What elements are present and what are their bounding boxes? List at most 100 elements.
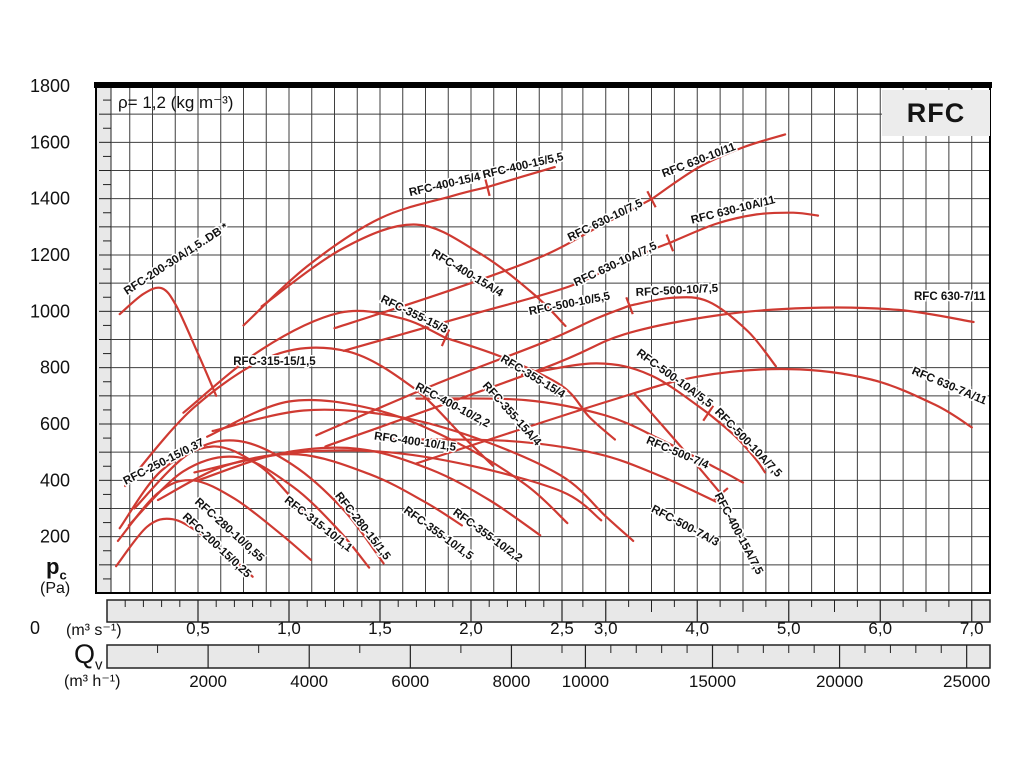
curve-rfc-200-30a-1-5-db <box>118 286 218 397</box>
curve-rfc-280-15-1-5 <box>133 439 385 565</box>
curve-rfc-400-10-2-2 <box>211 408 635 542</box>
curve-rfc-250-15-0-37 <box>118 445 316 530</box>
curve-label-rfc-355-15-4: RFC-355-15/4 <box>498 353 567 401</box>
h-tick-label: 20000 <box>816 672 863 691</box>
curve-label-rfc-500-7-4: RFC-500-7/4 <box>644 435 710 472</box>
x-ruler-band-m3s <box>106 599 991 623</box>
y-ruler-ticks <box>99 99 111 580</box>
curve-rfc-400-15a-7-5 <box>633 393 723 495</box>
curve-label-rfc-200-30a-1-5-db: RFC-200-30A/1,5..DB * <box>122 221 231 297</box>
y-tick-labels: 1800 1600 1400 1200 1000 800 600 400 200 <box>30 76 70 547</box>
curve-rfc-500-10a-7-5 <box>707 412 767 474</box>
s-tick-label: 0,5 <box>186 619 210 638</box>
curve-label-rfc-500-7a-3: RFC-500-7A/3 <box>649 503 721 549</box>
badge-text: RFC <box>906 97 966 128</box>
s-tick-label: 4,0 <box>685 619 709 638</box>
curve-rfc-400-15-4 <box>242 186 489 327</box>
x-axis-unit-m3s: (m³ s⁻¹) <box>66 622 122 639</box>
h-tick-label: 15000 <box>689 672 736 691</box>
curve-rfc-400-15-5-5 <box>486 166 556 189</box>
y-tick-label: 1600 <box>30 132 70 152</box>
curve-labels: RFC-200-30A/1,5..DB *RFC-400-15/4RFC-400… <box>120 139 990 582</box>
limit-tick-rfc-630-10-7-5 <box>646 190 657 208</box>
s-tick-label: 3,0 <box>594 619 618 638</box>
density-annotation: ρ= 1,2 (kg m⁻³) <box>118 93 234 112</box>
h-tick-label: 4000 <box>290 672 328 691</box>
curve-rfc-630-7-11 <box>324 306 975 448</box>
curve-rfc-630-10a-11 <box>668 211 820 244</box>
y-tick-label: 1200 <box>30 245 70 265</box>
curve-label-rfc-500-10a-7-5: RFC-500-10A/7,5 <box>712 406 784 480</box>
limit-tick-rfc-400-15a-7-5 <box>713 487 729 501</box>
curve-rfc-315-15-1-5 <box>124 346 494 488</box>
curve-label-rfc-280-15-1-5: RFC-280-15/1,5 <box>332 490 393 563</box>
limit-tick-rfc-500-10a-5-5 <box>702 405 715 422</box>
s-tick-label: 1,0 <box>277 619 301 638</box>
curve-label-rfc-630-10-11: RFC 630-10/11 <box>660 141 738 180</box>
x-axis-unit-m3h: (m³ h⁻¹) <box>64 673 121 690</box>
curve-label-rfc-500-10-7-5: RFC-500-10/7,5 <box>635 283 719 299</box>
curve-label-rfc-630-7a-11: RFC 630-7A/11 <box>910 365 989 408</box>
curves <box>115 133 975 578</box>
s-tick-label: 2,5 <box>550 619 574 638</box>
curve-rfc-355-15-4 <box>444 336 616 441</box>
y-axis-zero: 0 <box>30 618 41 638</box>
curve-rfc-355-10-1-5 <box>156 453 463 527</box>
y-tick-label: 200 <box>40 527 70 547</box>
limit-tick-rfc-400-15-4 <box>484 178 491 197</box>
curve-rfc-630-10-7-5 <box>333 198 653 330</box>
curve-rfc-630-10a-7-5 <box>342 241 671 352</box>
ruler-bands <box>95 85 991 669</box>
s-tick-label: 6,0 <box>868 619 892 638</box>
limit-tick-rfc-630-10a-7-5 <box>665 234 675 252</box>
curve-rfc-500-7a-3 <box>388 438 717 503</box>
grid <box>111 86 990 593</box>
y-tick-label: 400 <box>40 470 70 490</box>
curve-rfc-500-7-4 <box>415 397 745 484</box>
x-ruler-m3s-ticks: 0,5 1,0 1,5 2,0 2,5 3,0 4,0 5,0 6,0 7,0 <box>124 600 984 638</box>
x-axis-symbol-qv: Qv <box>74 639 103 674</box>
s-tick-label: 2,0 <box>459 619 483 638</box>
curve-rfc-355-15-3 <box>182 309 447 414</box>
curve-rfc-355-10-2-2 <box>196 446 542 537</box>
h-tick-label: 2000 <box>189 672 227 691</box>
s-tick-label: 5,0 <box>777 619 801 638</box>
curve-rfc-630-7a-11 <box>415 367 973 465</box>
top-thick-border <box>94 82 992 88</box>
curve-rfc-630-10-11 <box>650 133 787 201</box>
y-tick-label: 1400 <box>30 189 70 209</box>
model-series-badge: RFC <box>882 90 990 136</box>
curve-label-rfc-315-15-1-5: RFC-315-15/1,5 <box>233 356 316 368</box>
h-tick-label: 10000 <box>562 672 609 691</box>
x-ruler-band-m3h <box>106 644 991 669</box>
limit-tick-rfc-355-15-3 <box>440 329 451 347</box>
curve-rfc-280-10-0-55 <box>116 479 312 561</box>
curve-label-rfc-400-10-1-5: RFC-400-10/1,5 <box>373 430 457 453</box>
s-tick-label: 1,5 <box>368 619 392 638</box>
y-axis-symbol: pc <box>46 554 67 583</box>
curve-rfc-355-15a-4 <box>206 398 569 525</box>
y-tick-label: 600 <box>40 414 70 434</box>
h-tick-label: 6000 <box>391 672 429 691</box>
power-limit-ticks <box>440 178 729 501</box>
h-tick-label: 8000 <box>493 672 531 691</box>
y-tick-label: 800 <box>40 358 70 378</box>
limit-tick-rfc-500-10-5-5 <box>625 296 634 315</box>
y-tick-label: 1000 <box>30 301 70 321</box>
plot-border <box>94 82 992 594</box>
s-tick-label: 7,0 <box>960 619 984 638</box>
curve-label-rfc-630-7-11: RFC 630-7/11 <box>914 291 986 303</box>
h-tick-label: 25000 <box>943 672 990 691</box>
curve-rfc-400-15a-4 <box>260 223 567 328</box>
curve-rfc-315-10-1-1 <box>127 455 371 569</box>
curve-label-rfc-630-10a-7-5: RFC 630-10A/7,5 <box>572 240 659 289</box>
curve-rfc-500-10-7-5 <box>628 296 777 368</box>
x-ruler-m3h-ticks: 2000 4000 6000 8000 10000 15000 20000 25000 <box>157 645 990 691</box>
curve-rfc-500-10-5-5 <box>315 304 631 437</box>
curve-rfc-200-15-0-25 <box>115 517 254 578</box>
curve-rfc-500-10a-5-5 <box>520 362 710 415</box>
y-axis-unit: (Pa) <box>40 580 71 597</box>
y-tick-label: 1800 <box>30 76 70 96</box>
